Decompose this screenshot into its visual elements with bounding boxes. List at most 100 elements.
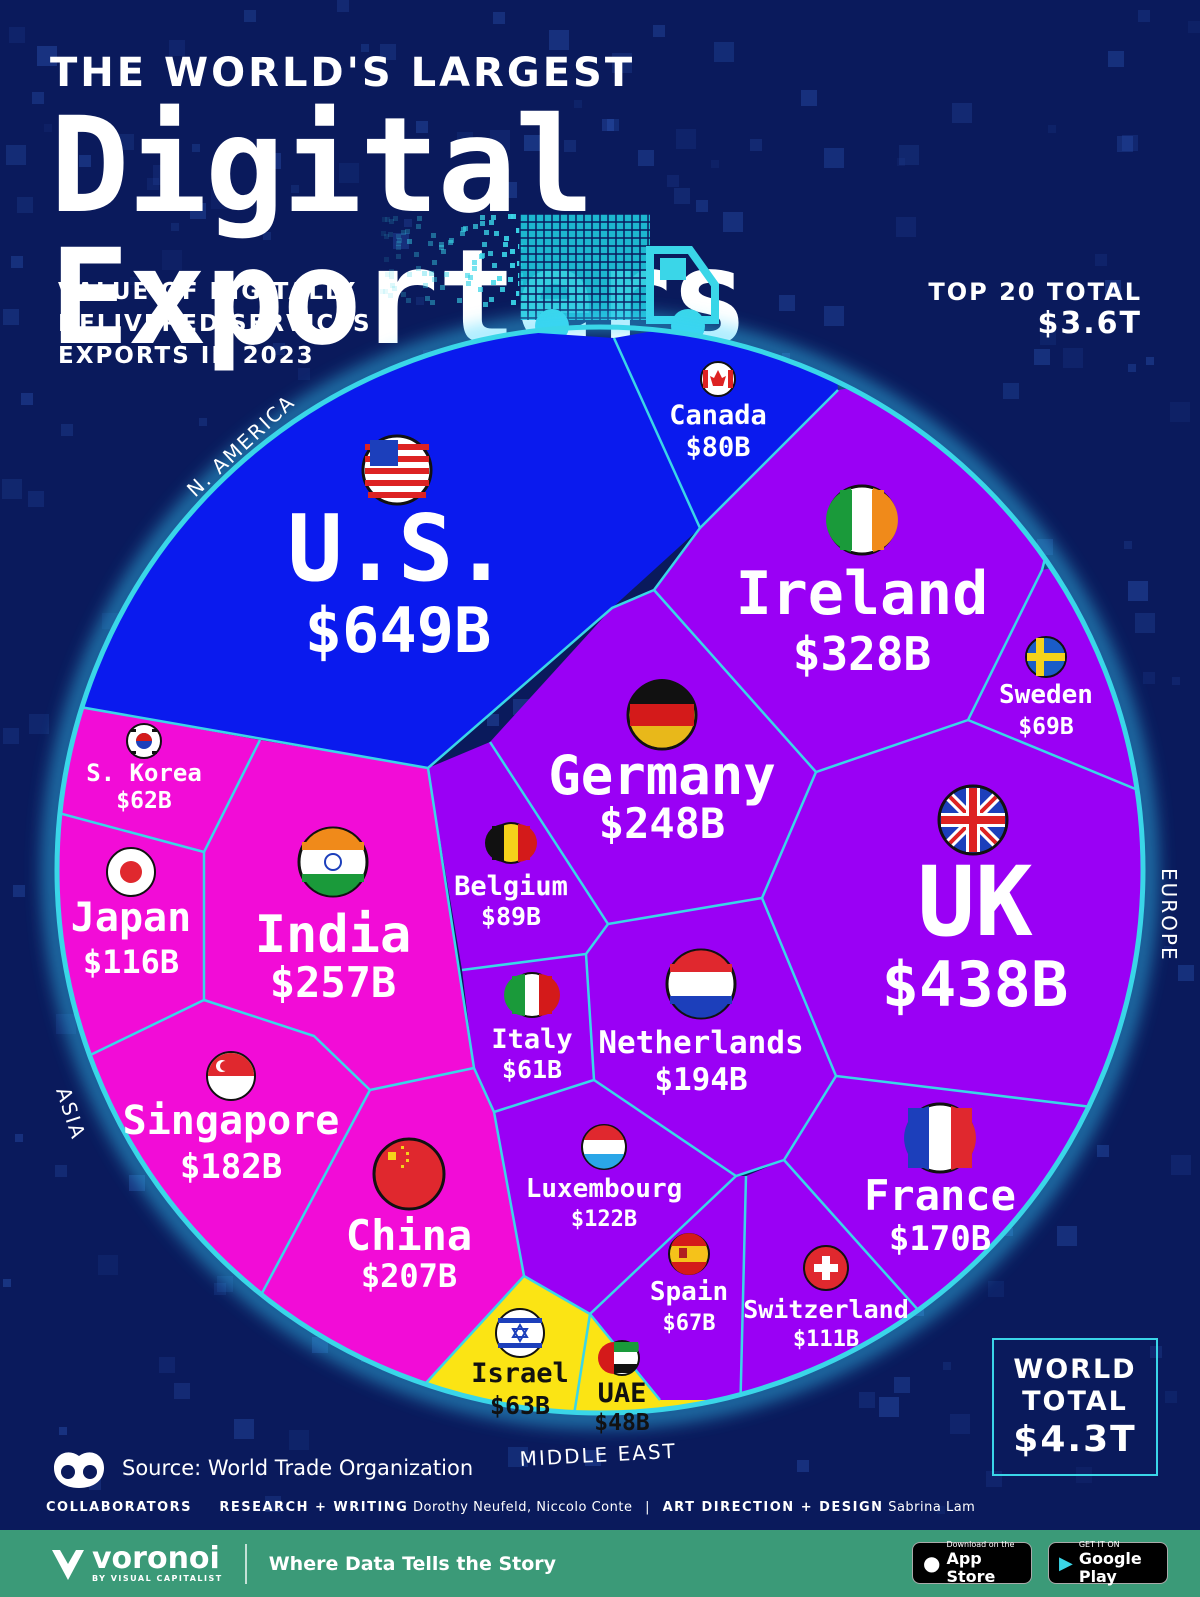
background-pixel	[361, 44, 369, 52]
google-play-button[interactable]: ▶ GET IT ON Google Play	[1048, 1540, 1168, 1586]
background-pixel	[289, 1430, 309, 1450]
truck-trail-pixel	[457, 298, 462, 303]
truck-trail-pixel	[502, 252, 507, 257]
background-pixel	[147, 178, 159, 190]
truck-trail-pixel	[384, 234, 389, 239]
truck-trail-pixel	[423, 283, 428, 288]
background-pixel	[899, 145, 919, 165]
flag-sweden-icon	[1025, 636, 1067, 678]
truck-trail-pixel	[380, 289, 385, 294]
voronoi-brand[interactable]: voronoi BY VISUAL CAPITALIST	[48, 1544, 223, 1584]
truck-trail-pixel	[422, 271, 427, 276]
background-pixel	[1063, 348, 1083, 368]
truck-trail-pixel	[503, 242, 508, 247]
background-pixel	[952, 103, 972, 123]
background-pixel	[797, 1460, 809, 1472]
truck-trail-pixel	[393, 216, 398, 221]
label-japan-name: Japan	[71, 895, 191, 941]
truck-trail-pixel	[516, 228, 521, 233]
flag-spain-icon	[668, 1233, 710, 1275]
background-pixel	[1057, 1226, 1077, 1246]
background-pixel	[1146, 357, 1154, 365]
background-pixel	[602, 119, 614, 131]
truck-trail-pixel	[482, 242, 487, 247]
label-china-value: $207B	[361, 1257, 457, 1295]
region-label-europe: EUROPE	[1157, 868, 1181, 962]
label-israel-value: $63B	[490, 1391, 550, 1420]
label-belgium-name: Belgium	[454, 871, 568, 902]
background-pixel	[897, 158, 905, 166]
background-pixel	[211, 189, 231, 209]
top20-total-value: $3.6T	[1037, 306, 1142, 341]
background-pixel	[244, 10, 256, 22]
label-sweden-value: $69B	[1018, 714, 1074, 740]
truck-trail-pixel	[382, 217, 387, 222]
background-pixel	[44, 124, 52, 132]
background-pixel	[17, 197, 33, 213]
background-pixel	[487, 714, 499, 726]
truck-trail-pixel	[508, 214, 513, 219]
background-pixel	[291, 185, 299, 193]
background-pixel	[1105, 280, 1121, 296]
background-pixel	[380, 44, 396, 60]
flag-uk-icon	[937, 784, 1009, 856]
truck-trail-pixel	[407, 239, 412, 244]
app-store-button[interactable]: ● Download on the App Store	[912, 1540, 1032, 1586]
truck-trail-pixel	[461, 227, 466, 232]
background-pixel	[638, 150, 654, 166]
truck-trail-pixel	[444, 272, 449, 277]
visual-capitalist-logo-icon	[54, 1452, 104, 1488]
flag-china-icon	[372, 1137, 446, 1211]
credits-research-names: Dorothy Neufeld, Niccolo Conte	[412, 1500, 633, 1515]
world-total-label: WORLD	[1013, 1354, 1137, 1385]
truck-trail-pixel	[406, 298, 411, 303]
background-pixel	[265, 153, 281, 169]
flag-us-icon	[361, 434, 433, 506]
background-pixel	[3, 1279, 11, 1287]
brand-name: voronoi	[92, 1541, 220, 1576]
background-pixel	[171, 223, 179, 231]
background-pixel	[1097, 1145, 1109, 1157]
flag-south-korea-icon	[126, 723, 162, 759]
label-germany-value: $248B	[599, 799, 725, 848]
label-luxembourg-value: $122B	[571, 1207, 637, 1232]
subtitle-line: DELIVERED SERVICES	[58, 311, 372, 337]
background-pixel	[674, 188, 690, 204]
label-india-name: India	[255, 905, 412, 965]
background-pixel	[653, 25, 665, 37]
background-pixel	[1095, 254, 1107, 266]
label-india-value: $257B	[270, 958, 396, 1007]
background-pixel	[1034, 349, 1050, 365]
truck-trail-pixel	[392, 286, 397, 291]
credits-collaborators: COLLABORATORS	[46, 1500, 193, 1515]
background-pixel	[714, 42, 734, 62]
voronoi-logo-icon	[52, 1549, 84, 1580]
label-italy-value: $61B	[502, 1055, 562, 1084]
background-pixel	[1122, 135, 1138, 151]
background-pixel	[711, 160, 719, 168]
world-total-value: $4.3T	[1013, 1419, 1137, 1460]
label-netherlands-value: $194B	[654, 1062, 747, 1098]
truck-trail-pixel	[384, 257, 389, 262]
background-pixel	[1165, 1391, 1177, 1403]
truck-trail-pixel	[407, 239, 412, 244]
source-text: Source: World Trade Organization	[122, 1456, 474, 1480]
background-pixel	[1172, 677, 1180, 685]
background-pixel	[298, 368, 310, 380]
chart-outline	[54, 324, 1146, 1416]
label-luxembourg-name: Luxembourg	[526, 1174, 683, 1204]
cell-japan	[57, 808, 204, 1060]
background-pixel	[339, 163, 359, 183]
truck-trail-pixel	[396, 234, 401, 239]
truck-trail-pixel	[401, 292, 406, 297]
label-israel-name: Israel	[471, 1358, 569, 1389]
footer-divider	[244, 1543, 247, 1584]
background-pixel	[174, 1383, 190, 1399]
truck-trail-pixel	[492, 263, 497, 268]
truck-trail-pixel	[478, 287, 483, 292]
background-pixel	[159, 1357, 175, 1373]
header-kicker: THE WORLD'S LARGEST	[50, 50, 636, 96]
background-pixel	[1164, 946, 1172, 954]
truck-trail-pixel	[405, 229, 410, 234]
background-pixel	[11, 256, 23, 268]
